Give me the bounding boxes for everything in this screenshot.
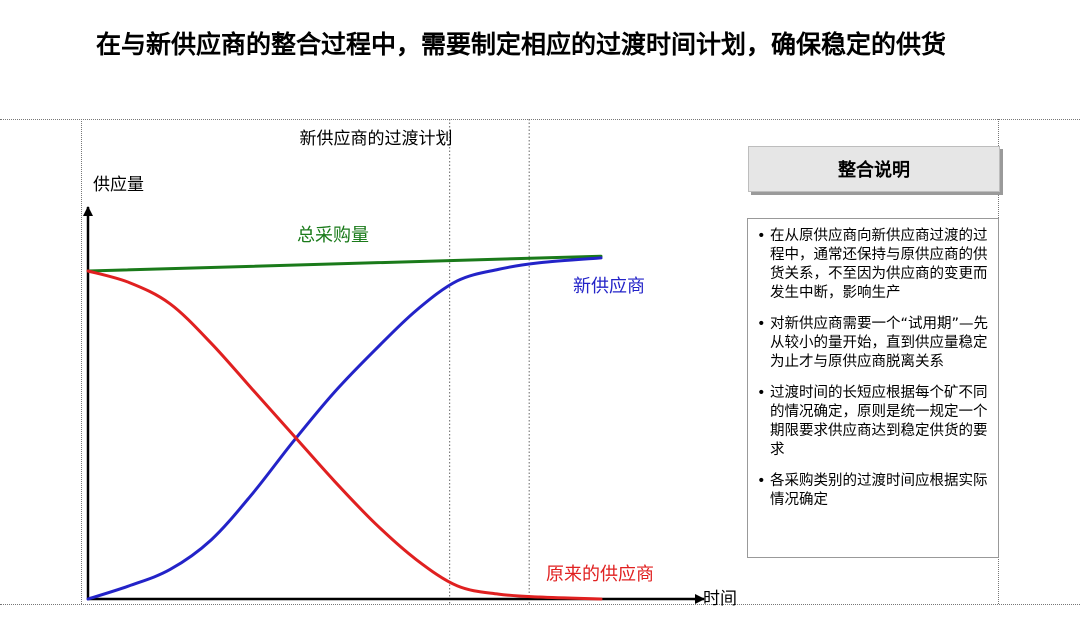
note-item: 过渡时间的长短应根据每个矿不同的情况确定，原则是统一规定一个期限要求供应商达到稳… xyxy=(756,384,990,460)
new-supplier-label: 新供应商 xyxy=(573,276,645,297)
note-item: 对新供应商需要一个“试用期”—先从较小的量开始，直到供应量稳定为止才与原供应商脱… xyxy=(756,315,990,372)
original-supplier-label: 原来的供应商 xyxy=(546,564,654,585)
chart-left-dotted-border xyxy=(81,119,82,604)
total-purchase-line xyxy=(86,254,603,273)
note-item: 各采购类别的过渡时间应根据实际情况确定 xyxy=(756,472,990,510)
integration-notes-panel: 在从原供应商向新供应商过渡的过程中，通常还保持与原供应商的供货关系，不至因为供应… xyxy=(747,218,999,558)
y-axis-label: 供应量 xyxy=(93,175,144,195)
new-supplier-line xyxy=(86,256,603,601)
integration-notes-list: 在从原供应商向新供应商过渡的过程中，通常还保持与原供应商的供货关系，不至因为供应… xyxy=(756,227,990,510)
x-axis-label: 时间 xyxy=(703,589,737,609)
note-item: 在从原供应商向新供应商过渡的过程中，通常还保持与原供应商的供货关系，不至因为供应… xyxy=(756,227,990,303)
chart-title: 新供应商的过渡计划 xyxy=(300,129,453,149)
top-dotted-rule xyxy=(0,119,1080,120)
total-purchase-label: 总采购量 xyxy=(297,225,369,246)
bottom-dotted-rule xyxy=(0,604,1080,605)
original-supplier-line xyxy=(86,269,603,601)
page-title: 在与新供应商的整合过程中，需要制定相应的过渡时间计划，确保稳定的供货 xyxy=(96,30,947,59)
integration-notes-header: 整合说明 xyxy=(748,146,1000,192)
